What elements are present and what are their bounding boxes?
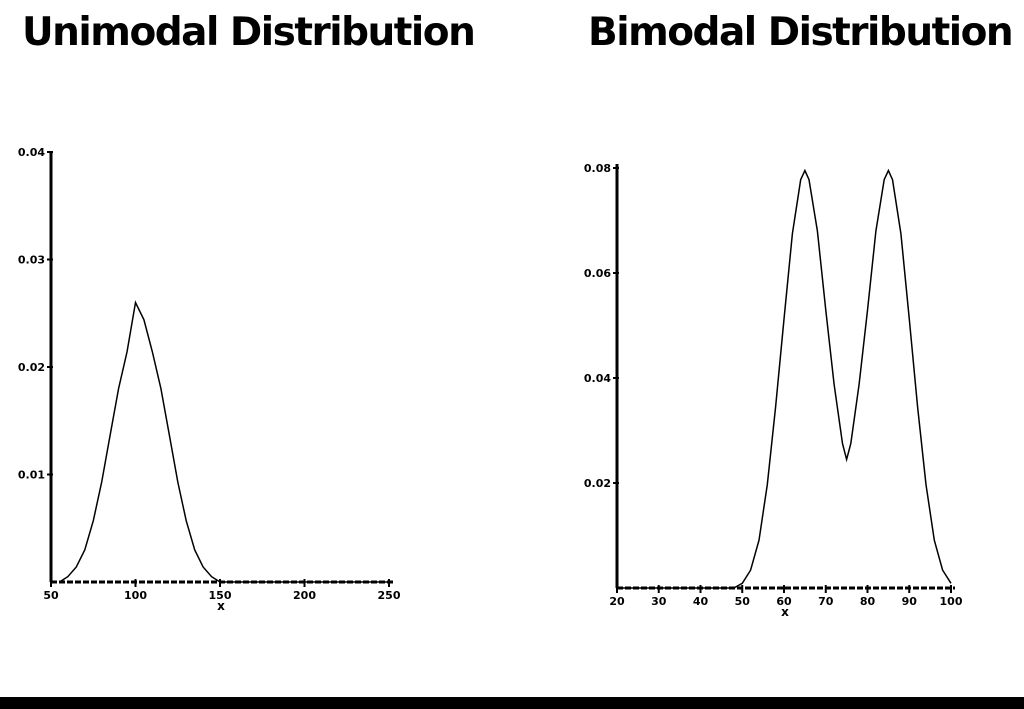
- unimodal-x-tick-label: 100: [124, 589, 147, 602]
- unimodal-x-tick-label: 150: [209, 589, 232, 602]
- unimodal-y-tick-label: 0.01: [18, 469, 45, 482]
- unimodal-density-curve: [59, 300, 389, 583]
- bimodal-x-tick-label: 60: [776, 595, 792, 608]
- bimodal-y-tick-label: 0.02: [584, 477, 611, 490]
- bimodal-y-tick-label: 0.06: [584, 267, 611, 280]
- bimodal-y-tick-label: 0.08: [584, 162, 611, 175]
- unimodal-x-tick-label: 50: [43, 589, 59, 602]
- bimodal-density-curve: [617, 168, 952, 589]
- unimodal-chart: 0.01 0.02 0.03 0.04 50 100 150 200 250 x: [18, 146, 401, 613]
- unimodal-chart-title: Unimodal Distribution: [22, 10, 476, 55]
- unimodal-y-tick-label: 0.02: [18, 361, 45, 374]
- bimodal-chart: 0.02 0.04 0.06 0.08 20 30 40 50 60 70 80 90 100 x: [584, 162, 963, 619]
- bimodal-x-tick-label: 80: [860, 595, 876, 608]
- unimodal-x-tick-label: 200: [293, 589, 316, 602]
- bimodal-x-tick-label: 100: [940, 595, 963, 608]
- bimodal-x-tick-label: 40: [693, 595, 709, 608]
- unimodal-x-axis-label: x: [217, 599, 225, 613]
- bimodal-x-tick-label: 20: [609, 595, 625, 608]
- footer-bar: [0, 697, 1024, 709]
- unimodal-y-tick-label: 0.03: [18, 254, 45, 267]
- unimodal-y-tick-label: 0.04: [18, 146, 45, 159]
- bimodal-x-tick-label: 90: [902, 595, 918, 608]
- bimodal-x-tick-label: 30: [651, 595, 667, 608]
- bimodal-y-tick-label: 0.04: [584, 372, 611, 385]
- unimodal-x-tick-label: 250: [378, 589, 401, 602]
- bimodal-x-tick-label: 70: [818, 595, 834, 608]
- bimodal-x-tick-label: 50: [735, 595, 751, 608]
- bimodal-chart-title: Bimodal Distribution: [588, 10, 1014, 55]
- bimodal-x-axis-label: x: [781, 605, 789, 619]
